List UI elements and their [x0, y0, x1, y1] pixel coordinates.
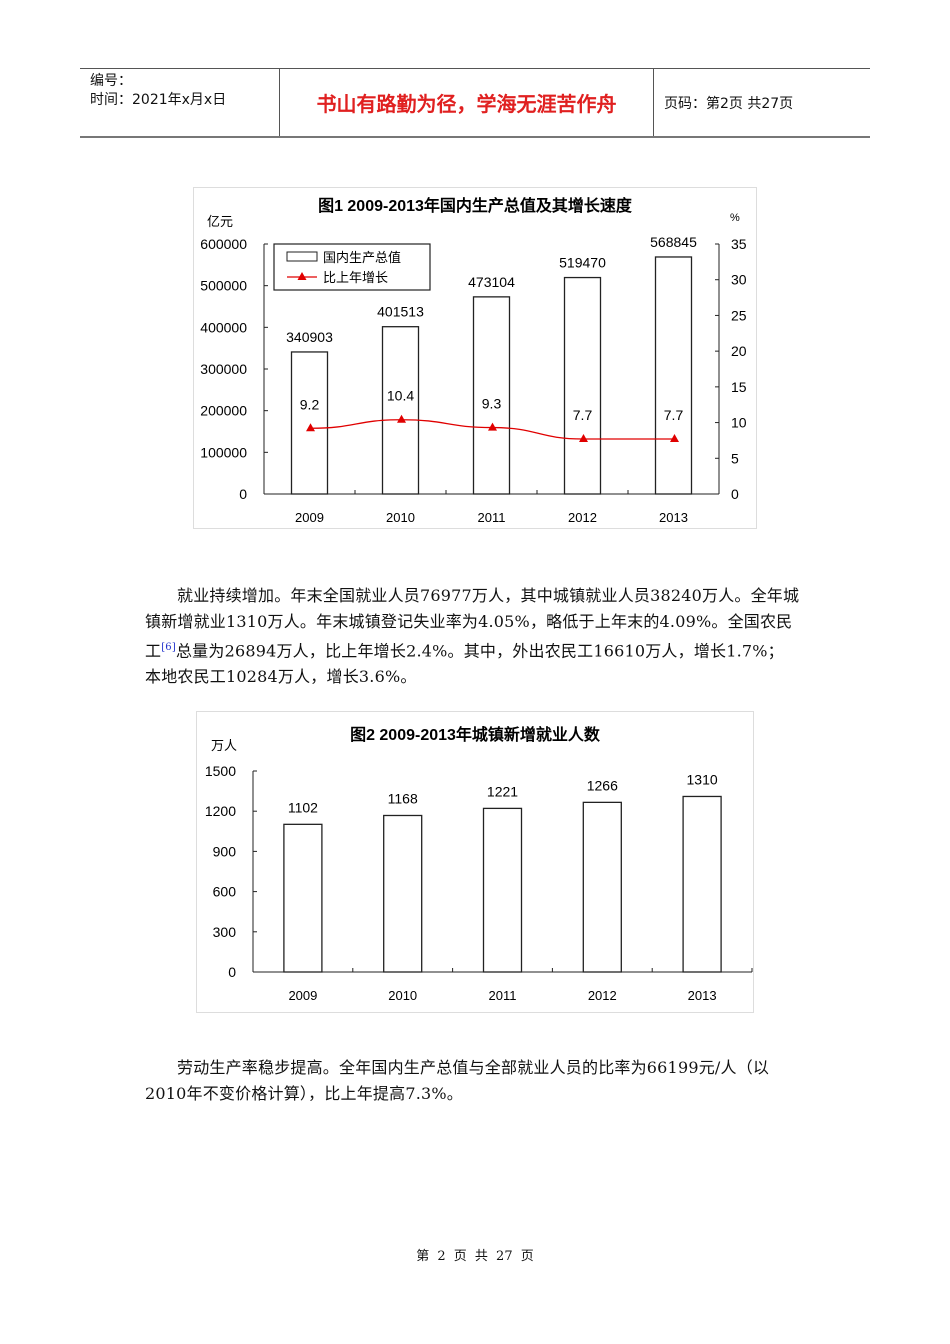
header-page-label: 页码：第2页 共27页	[664, 95, 794, 112]
bar-value-label: 340903	[286, 329, 333, 345]
growth-value-label: 7.7	[664, 407, 684, 423]
y-axis-label: 万人	[211, 738, 237, 753]
y-tick-label: 300000	[200, 361, 247, 377]
legend-label: 国内生产总值	[323, 250, 401, 265]
bar-value-label: 1168	[388, 790, 418, 806]
x-tick-label: 2013	[659, 510, 688, 525]
y-tick-label: 500000	[200, 278, 247, 294]
y-tick-label: 100000	[200, 444, 247, 460]
y-tick-label: 0	[239, 486, 247, 502]
y2-axis-label: %	[730, 212, 740, 224]
y2-tick-label: 0	[731, 486, 739, 502]
page-footer: 第 2 页 共 27 页	[416, 1249, 534, 1264]
page-header-table: 编号： 时间：2021年x月x日 书山有路勤为径，学海无涯苦作舟 页码：第2页 …	[80, 68, 870, 138]
x-tick-label: 2012	[588, 988, 617, 1003]
header-meta-cell: 编号： 时间：2021年x月x日	[80, 69, 280, 136]
y2-tick-label: 25	[731, 307, 747, 323]
bar-value-label: 401513	[377, 304, 424, 320]
y-tick-label: 400000	[200, 319, 247, 335]
y-tick-label: 200000	[200, 403, 247, 419]
triangle-marker-icon	[488, 422, 497, 431]
y-tick-label: 600	[213, 884, 237, 900]
header-motto: 书山有路勤为径，学海无涯苦作舟	[280, 69, 654, 136]
document-number-label: 编号：	[90, 73, 132, 89]
y2-tick-label: 15	[731, 379, 747, 395]
footnote-ref-link[interactable]: [6]	[161, 642, 176, 653]
chart-title: 图2 2009-2013年城镇新增就业人数	[350, 725, 601, 744]
growth-value-label: 10.4	[387, 388, 414, 404]
bar-value-label: 1221	[487, 783, 518, 799]
legend-triangle-icon	[297, 272, 307, 280]
bar-value-label: 1102	[288, 799, 318, 815]
employment-bar	[682, 795, 722, 973]
y-tick-label: 900	[213, 843, 237, 859]
growth-value-label: 7.7	[573, 407, 593, 423]
y2-tick-label: 10	[731, 415, 747, 431]
growth-value-label: 9.3	[482, 396, 502, 412]
triangle-marker-icon	[670, 434, 679, 442]
gdp-bar	[290, 351, 329, 495]
employment-bar	[383, 814, 423, 973]
triangle-marker-icon	[397, 414, 406, 423]
y-tick-label: 0	[228, 964, 236, 980]
chart-title: 图1 2009-2013年国内生产总值及其增长速度	[318, 196, 633, 215]
paragraph-text: 就业持续增加。年末全国就业人员76977万人，其中城镇就业人员38240万人。全…	[145, 586, 800, 661]
triangle-marker-icon	[579, 434, 588, 442]
x-tick-label: 2009	[295, 510, 324, 525]
y2-tick-label: 20	[731, 343, 747, 359]
y-tick-label: 600000	[200, 236, 247, 252]
bar-value-label: 1310	[687, 771, 718, 787]
gdp-bar	[472, 296, 511, 495]
x-tick-label: 2011	[489, 988, 517, 1003]
gdp-chart: 图1 2009-2013年国内生产总值及其增长速度亿元% 0 100000 20000…	[193, 187, 757, 529]
triangle-marker-icon	[306, 423, 315, 432]
y-tick-label: 1500	[205, 763, 236, 779]
legend-label: 比上年增长	[323, 270, 388, 285]
legend-bar-swatch-icon	[286, 251, 318, 262]
employment-bar	[482, 807, 523, 973]
gdp-bar	[563, 276, 602, 495]
x-tick-label: 2010	[386, 510, 415, 525]
gdp-bar	[381, 326, 420, 495]
x-tick-label: 2010	[388, 988, 417, 1003]
y2-tick-label: 35	[731, 236, 747, 252]
employment-bar	[582, 801, 622, 973]
bar-value-label: 568845	[650, 234, 697, 250]
bar-value-label: 519470	[559, 255, 606, 271]
employment-chart: 图2 2009-2013年城镇新增就业人数万人 0 300 600 900 1200 150…	[196, 711, 754, 1013]
employment-bar	[283, 823, 323, 973]
employment-paragraph: 就业持续增加。年末全国就业人员76977万人，其中城镇就业人员38240万人。全…	[145, 583, 800, 690]
paragraph-text: 总量为26894万人，比上年增长2.4%。其中，外出农民工16610万人，增长1…	[145, 641, 784, 687]
x-tick-label: 2011	[478, 510, 506, 525]
y-tick-label: 1200	[205, 803, 236, 819]
bar-value-label: 1266	[587, 777, 618, 793]
x-tick-label: 2013	[688, 988, 717, 1003]
gdp-bar	[654, 256, 693, 495]
y2-tick-label: 30	[731, 272, 747, 288]
bar-value-label: 473104	[468, 274, 515, 290]
productivity-paragraph: 劳动生产率稳步提高。全年国内生产总值与全部就业人员的比率为66199元/人（以2…	[145, 1058, 770, 1103]
y-tick-label: 300	[213, 924, 237, 940]
growth-value-label: 9.2	[300, 396, 320, 412]
y2-tick-label: 5	[731, 450, 739, 466]
y-axis-label: 亿元	[207, 214, 233, 229]
x-tick-label: 2012	[568, 510, 597, 525]
document-time-label: 时间：2021年x月x日	[90, 92, 227, 108]
x-tick-label: 2009	[288, 988, 317, 1003]
